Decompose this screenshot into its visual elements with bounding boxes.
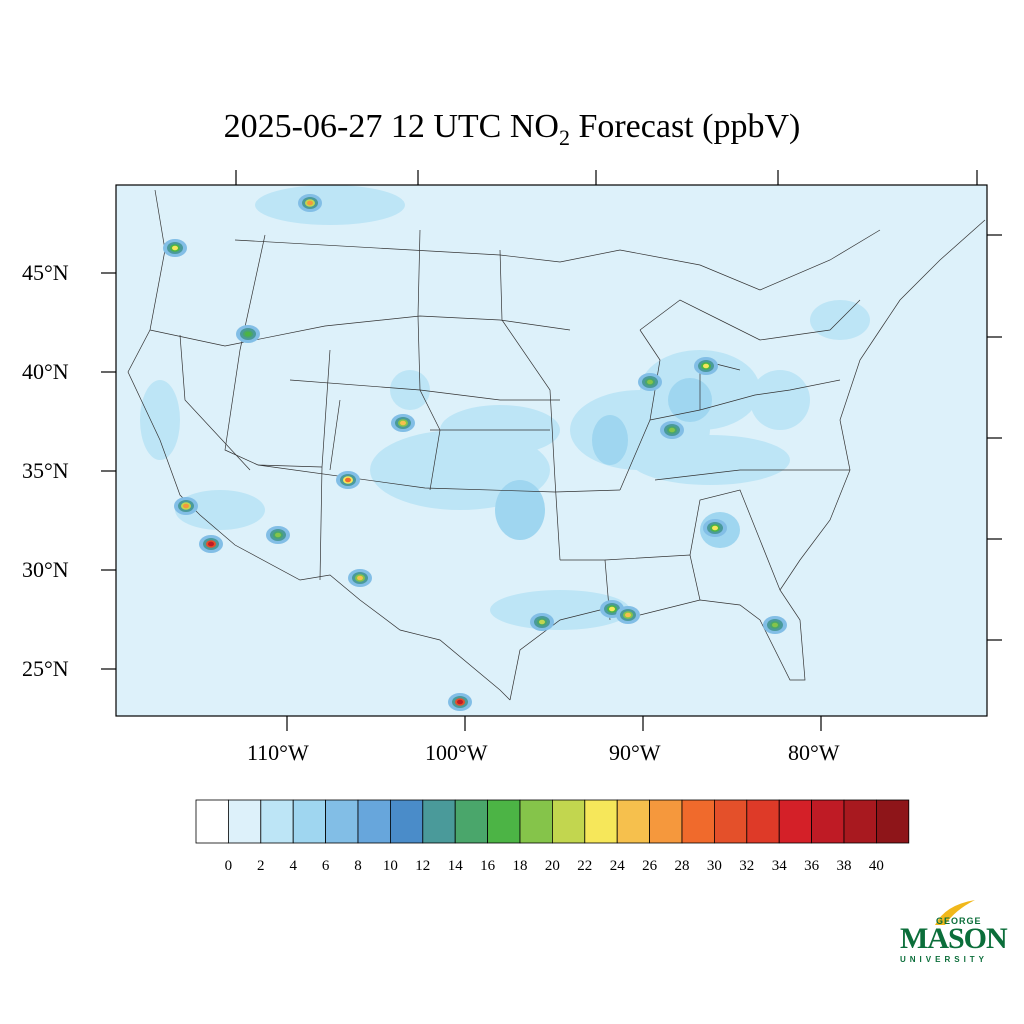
colorbar-tick-label: 28 [674, 858, 690, 874]
colorbar-swatch [649, 799, 683, 844]
lon-label: 100°W [425, 740, 488, 765]
colorbar-swatch [876, 799, 910, 844]
map-frame [115, 184, 988, 717]
colorbar-tick-label: 2 [257, 858, 265, 874]
right-ticks [987, 234, 1002, 641]
logo-swoosh-icon [935, 900, 975, 925]
hotspot-contour [703, 363, 709, 369]
hotspot-contour [172, 245, 178, 251]
colorbar-swatch [843, 799, 877, 844]
title-subscript: 2 [558, 124, 570, 150]
hotspot-layer [163, 194, 787, 711]
lat-label: 35°N [22, 458, 69, 483]
hotspot-contour [245, 331, 251, 337]
colorbar-swatch [584, 799, 618, 844]
title-prefix: 2025-06-27 12 UTC NO [223, 108, 559, 145]
colorbar-tick-label: 0 [224, 858, 233, 874]
colorbar-swatch [260, 799, 294, 844]
map-title: 2025-06-27 12 UTC NO2 Forecast (ppbV) [0, 108, 1024, 151]
colorbar-swatch [389, 799, 424, 844]
colorbar-tick-label: 32 [739, 858, 755, 874]
hotspot-contour [669, 427, 675, 433]
colorbar-swatch [519, 799, 553, 844]
colorbar-swatch [487, 799, 521, 844]
lat-label: 40°N [22, 359, 69, 384]
colorbar-swatch [616, 799, 651, 844]
hotspot-contour [712, 525, 718, 531]
hotspot-contour [208, 541, 214, 547]
bottom-ticks [286, 716, 822, 731]
logo-mason: MASON [900, 922, 1008, 955]
colorbar-tick-label: 36 [804, 858, 820, 874]
hotspot-contour [772, 622, 778, 628]
colorbar-swatch [714, 799, 748, 844]
lat-label: 30°N [22, 557, 69, 582]
colorbar-swatch [454, 799, 489, 844]
colorbar-tick-label: 26 [642, 858, 658, 874]
hotspot-contour [345, 477, 351, 483]
colorbar-tick-label: 18 [512, 858, 528, 874]
title-suffix: Forecast (ppbV) [569, 108, 801, 145]
colorbar-swatch [778, 799, 813, 844]
colorbar-tick-label: 12 [415, 858, 431, 874]
colorbar-swatch [681, 799, 715, 844]
hotspot-contour [357, 575, 363, 581]
top-ticks [235, 170, 978, 185]
gmu-logo: GEORGE MASON UNIVERSITY [898, 898, 1008, 970]
colorbar-swatch [811, 799, 845, 844]
hotspot-contour [183, 503, 189, 509]
lon-label: 90°W [609, 740, 661, 765]
hotspot-contour [539, 619, 545, 625]
colorbar-swatch [746, 799, 780, 844]
colorbar-swatch [325, 799, 359, 844]
hotspot-contour [609, 606, 615, 612]
colorbar-swatch [552, 799, 586, 844]
colorbar-tick-label: 22 [577, 858, 593, 874]
colorbar-tick-label: 14 [447, 858, 463, 874]
colorbar-swatch [227, 799, 262, 844]
colorbar-tick-label: 10 [382, 858, 398, 874]
colorbar-tick-label: 30 [706, 858, 722, 874]
left-ticks [101, 272, 116, 670]
colorbar-swatch [422, 799, 456, 844]
logo-george: GEORGE [936, 916, 982, 926]
colorbar-swatch [292, 799, 327, 844]
lon-label: 80°W [788, 740, 840, 765]
lat-label: 25°N [22, 656, 69, 681]
colorbar-tick-label: 16 [480, 858, 496, 874]
colorbar-tick-label: 8 [354, 858, 362, 874]
colorbar-tick-label: 20 [544, 858, 560, 874]
hotspot-contour [307, 200, 313, 206]
map-background [116, 185, 987, 716]
colorbar-tick-label: 24 [609, 858, 625, 874]
colorbar-tick-label: 38 [836, 858, 852, 874]
lat-label: 45°N [22, 260, 69, 285]
colorbar-swatch [195, 799, 229, 844]
colorbar-tick-label: 4 [289, 858, 297, 874]
hotspot-contour [647, 379, 653, 385]
hotspot-contour [625, 612, 631, 618]
hotspot-contour [457, 699, 463, 705]
colorbar-tick-label: 6 [321, 858, 330, 874]
hotspot-contour [400, 420, 406, 426]
colorbar [195, 799, 910, 844]
concentration-field [140, 185, 870, 630]
colorbar-tick-label: 34 [771, 858, 787, 874]
colorbar-tick-label: 40 [868, 858, 884, 874]
lon-label: 110°W [247, 740, 309, 765]
logo-university: UNIVERSITY [900, 955, 989, 964]
colorbar-swatch [357, 799, 391, 844]
hotspot-contour [275, 532, 281, 538]
